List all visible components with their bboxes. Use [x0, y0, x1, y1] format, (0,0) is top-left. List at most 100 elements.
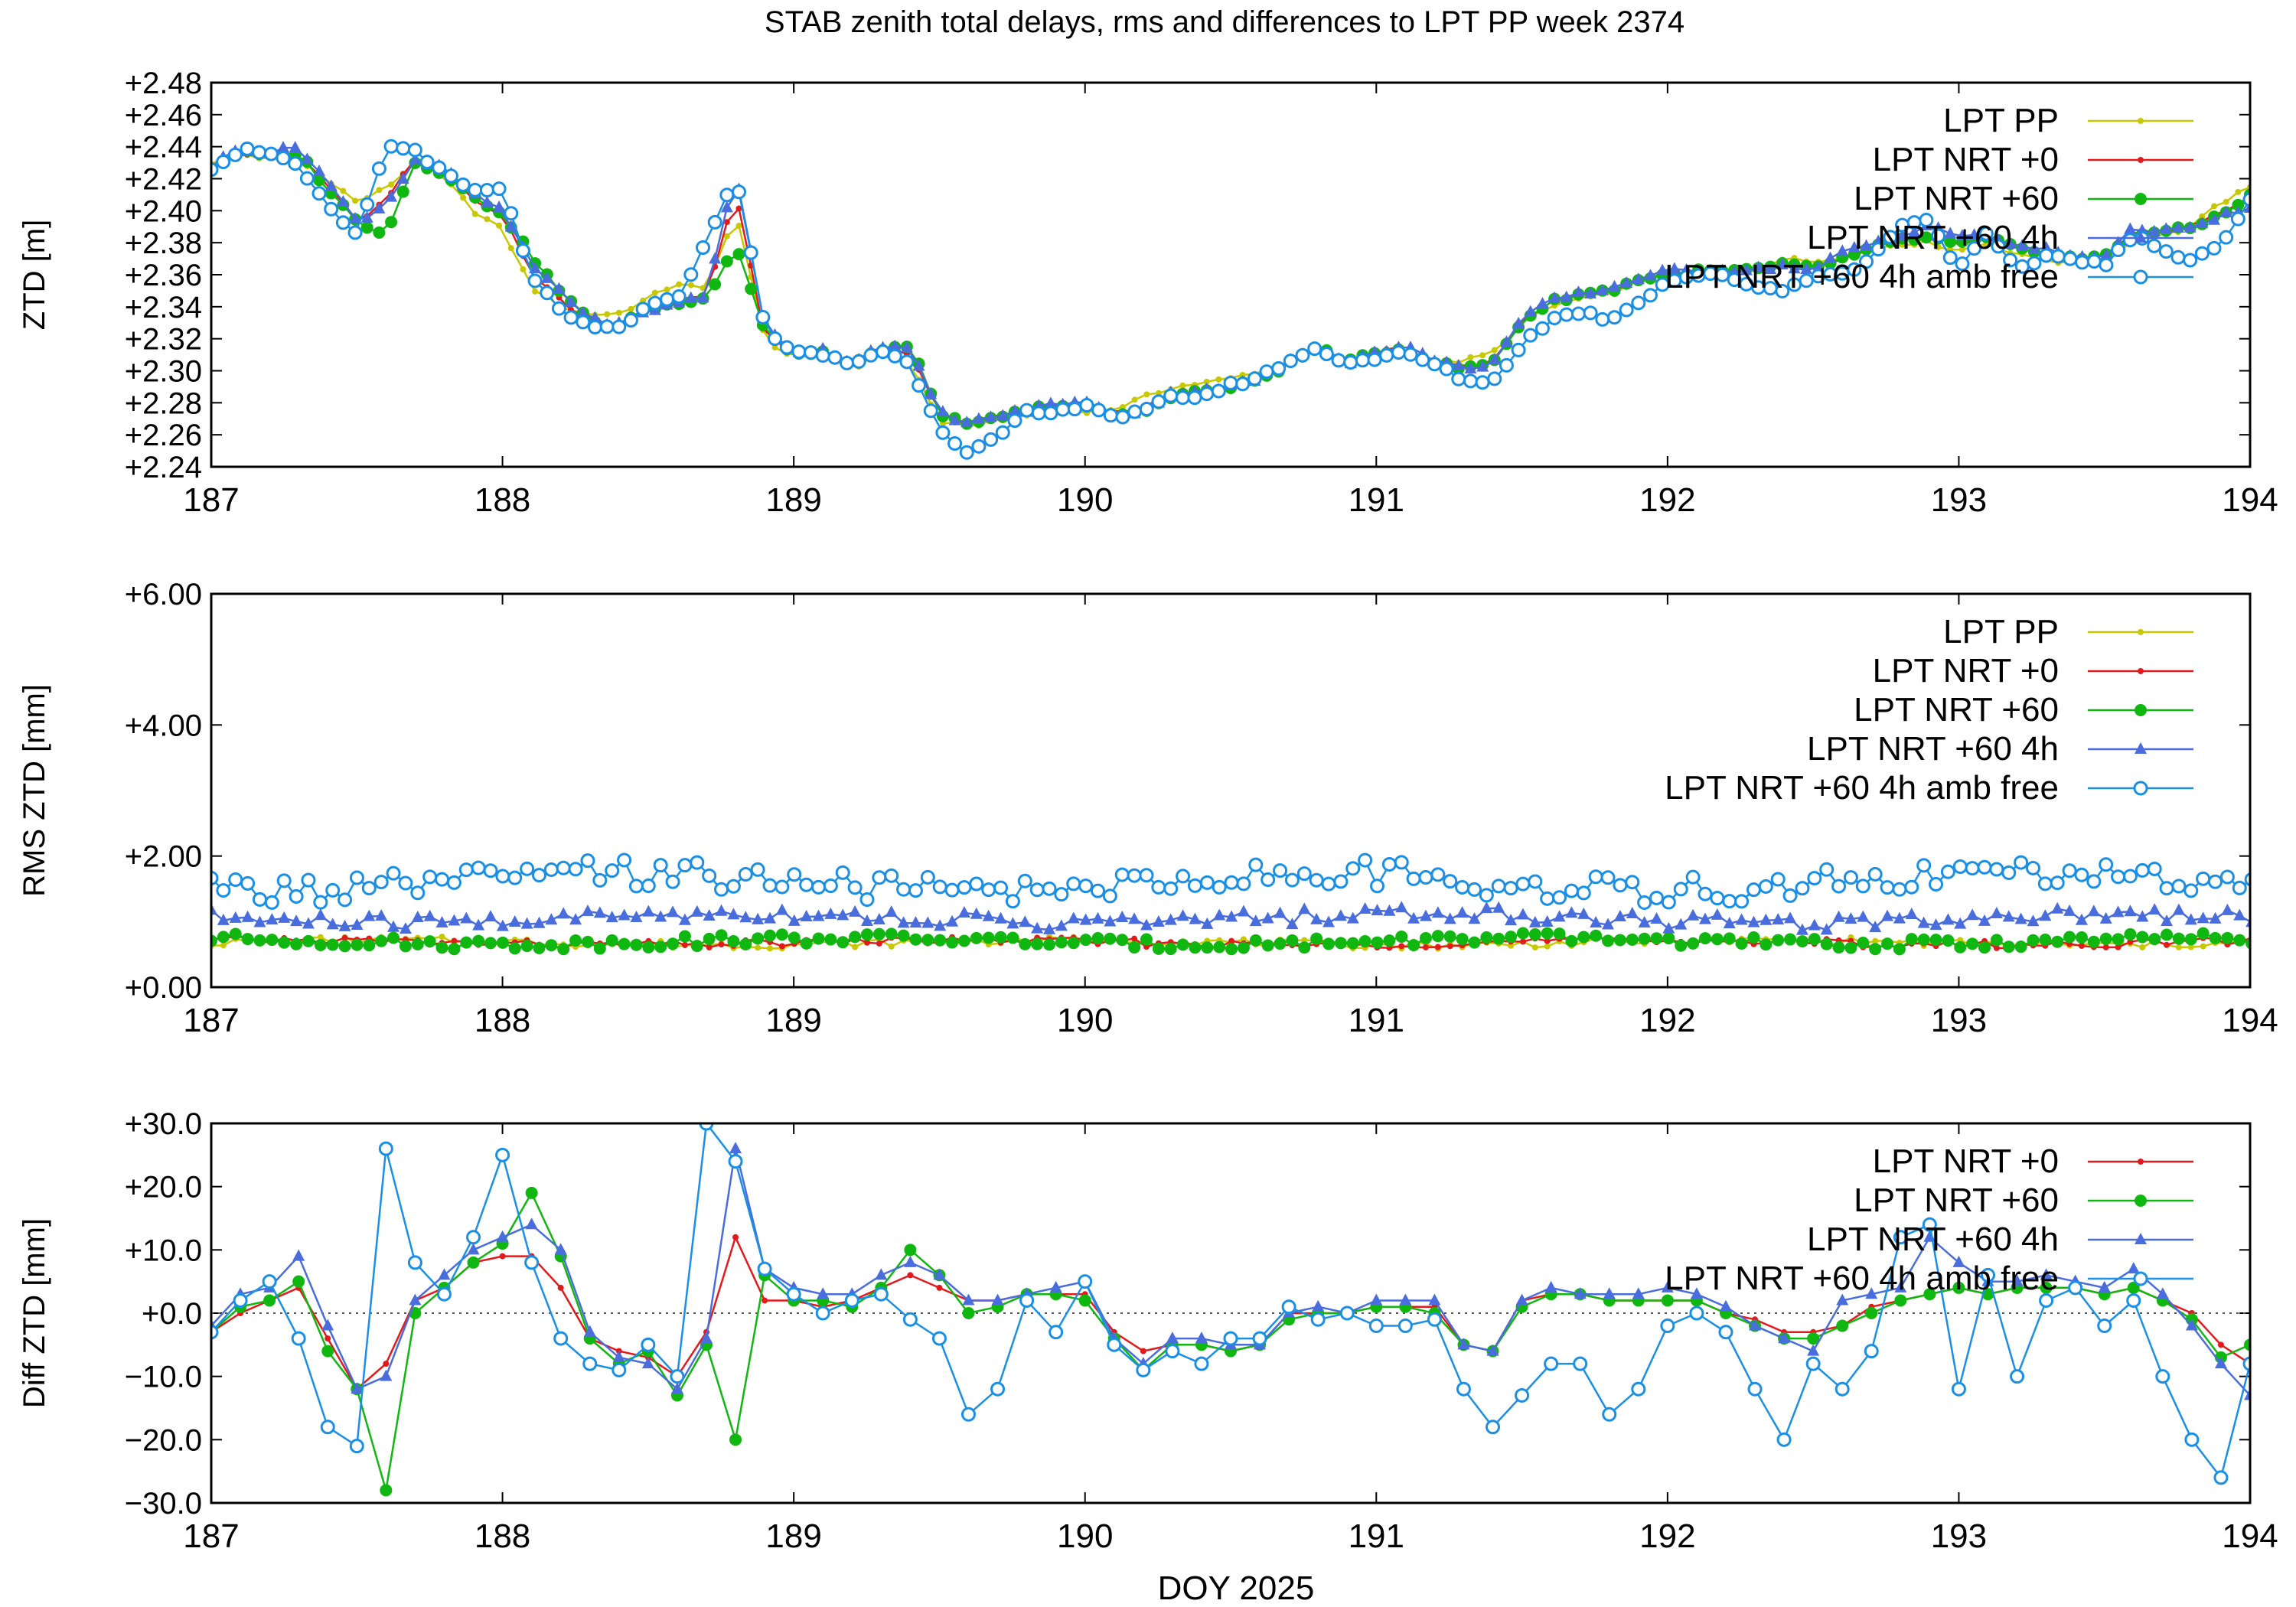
series-lpt-nrt-60-4h-point-142: [1908, 225, 1921, 237]
series-lpt-nrt-60-4h-amb-free-point-57: [1864, 1344, 1879, 1359]
series-lpt-nrt-60-4h-amb-free-point-68: [2184, 1432, 2200, 1447]
series-lpt-nrt-0-point-154: [2078, 943, 2085, 950]
series-lpt-nrt-60-4h-amb-free-point-0: [211, 1325, 219, 1340]
series-lpt-nrt-60-4h-point-115: [1584, 287, 1597, 299]
series-lpt-nrt-60-4h-amb-free-point-156: [2075, 255, 2090, 270]
series-lpt-nrt-60-4h-point-149: [2014, 912, 2027, 924]
series-lpt-nrt-60-4h-point-138: [1860, 239, 1873, 251]
series-lpt-nrt-60-4h-amb-free-point-91: [1295, 347, 1310, 363]
series-lpt-nrt-60-4h-point-63: [960, 416, 974, 428]
series-lpt-nrt-60-4h-point-70: [2244, 1388, 2250, 1400]
series-lpt-nrt-60-4h-amb-free-point-45: [743, 245, 758, 260]
x-tick-label: 193: [1931, 481, 1987, 519]
series-lpt-nrt-60-4h-point-94: [1346, 911, 1359, 924]
series-lpt-nrt-60-4h-amb-free-point-44: [738, 867, 753, 882]
series-lpt-nrt-60-4h-amb-free-point-50: [810, 879, 826, 895]
series-lpt-nrt-60-4h-point-24: [496, 919, 509, 931]
series-lpt-nrt-60-4h-amb-free-point-70: [1043, 406, 1058, 421]
series-lpt-nrt-60-4h-amb-free-point-104: [1466, 882, 1482, 897]
series-lpt-nrt-60-point-44: [732, 248, 745, 261]
series-lpt-nrt-60-point-77: [1140, 933, 1153, 946]
x-tick-label: 187: [183, 481, 239, 519]
series-lpt-nrt-60-4h-amb-free-point-69: [2213, 1470, 2229, 1485]
series-lpt-nrt-60-point-64: [982, 931, 995, 944]
series-lpt-nrt-60-4h-amb-free-point-83: [1212, 879, 1227, 895]
y-tick-label: +2.38: [125, 227, 202, 260]
series-lpt-nrt-60-point-120: [1662, 932, 1675, 945]
series-lpt-nrt-60-4h-amb-free-point-163: [2158, 244, 2174, 259]
series-lpt-nrt-60-4h-point-137: [1848, 240, 1861, 253]
series-lpt-nrt-60-4h-point-106: [1492, 901, 1505, 913]
series-lpt-nrt-60-4h-amb-free-point-5: [264, 895, 279, 910]
series-lpt-nrt-60-4h-amb-free-point-95: [1343, 355, 1358, 370]
y-tick-label: +2.24: [125, 451, 202, 484]
series-lpt-pp-point-164: [2200, 943, 2206, 950]
series-lpt-nrt-60-4h-amb-free-point-23: [479, 182, 494, 197]
series-lpt-nrt-60-4h-amb-free-point-14: [612, 1362, 627, 1377]
series-lpt-pp-point-37: [651, 289, 658, 296]
series-lpt-nrt-60-4h-point-133: [1820, 923, 1833, 935]
series-lpt-nrt-60-point-58: [909, 933, 922, 946]
series-lpt-nrt-60-4h-amb-free-point-23: [873, 1286, 889, 1302]
series-lpt-nrt-60-4h-point-69: [2214, 1357, 2227, 1369]
series-lpt-nrt-60-point-19: [435, 941, 448, 954]
series-lpt-nrt-60-4h-point-12: [349, 212, 362, 224]
series-lpt-nrt-60-4h-amb-free-point-147: [1967, 241, 1982, 256]
series-lpt-nrt-60-point-18: [729, 1433, 742, 1446]
series-lpt-nrt-60-4h-point-41: [1399, 1293, 1412, 1305]
series-lpt-nrt-60-4h-point-46: [764, 911, 777, 924]
x-tick-label: 192: [1639, 1002, 1695, 1039]
series-lpt-nrt-60-4h-amb-free-point-166: [2194, 246, 2210, 261]
series-lpt-nrt-60-4h-point-126: [1735, 913, 1748, 925]
legend-marker-lpt-nrt-60-point-1: [2135, 1195, 2147, 1207]
series-lpt-pp-point-26: [520, 266, 527, 272]
series-lpt-nrt-60-point-160: [2148, 933, 2161, 946]
series-lpt-nrt-60-point-78: [1152, 942, 1165, 955]
series-lpt-nrt-60-4h-point-116: [1596, 283, 1609, 295]
series-lpt-nrt-60-point-9: [313, 174, 326, 187]
series-lpt-nrt-60-4h-point-114: [1590, 916, 1603, 928]
series-lpt-nrt-60-point-129: [1772, 934, 1785, 947]
series-lpt-nrt-60-4h-amb-free-point-41: [695, 240, 710, 256]
series-lpt-nrt-60-4h-amb-free-point-29: [556, 860, 571, 875]
series-lpt-nrt-60-point-79: [1164, 943, 1177, 956]
series-lpt-nrt-60-point-16: [396, 185, 409, 198]
series-lpt-nrt-60-4h-amb-free-point-26: [960, 1407, 976, 1422]
series-lpt-nrt-60-point-100: [1419, 931, 1432, 944]
x-tick-label: 193: [1931, 1517, 1987, 1555]
series-lpt-nrt-0-point-44: [735, 205, 742, 212]
series-lpt-nrt-60-4h-amb-free-point-98: [1394, 855, 1409, 870]
series-lpt-nrt-60-4h-amb-free-point-58: [899, 354, 915, 370]
series-lpt-nrt-60-4h-point-3: [241, 910, 254, 922]
series-lpt-nrt-60-4h-point-7: [409, 1293, 422, 1305]
series-lpt-nrt-60-4h-amb-free-point-2: [227, 147, 243, 162]
series-lpt-nrt-60-4h-point-26: [520, 917, 533, 929]
series-lpt-nrt-60-4h-amb-free-point-170: [2242, 192, 2250, 207]
series-lpt-nrt-60-point-20: [448, 943, 461, 956]
series-lpt-nrt-60-4h-amb-free-point-160: [2147, 861, 2162, 876]
series-lpt-pp-point-105: [1467, 354, 1474, 360]
series-lpt-nrt-60-4h-amb-free-point-146: [1955, 256, 1970, 272]
series-lpt-nrt-60-4h-point-163: [2184, 913, 2197, 925]
series-lpt-nrt-60-4h-point-34: [618, 908, 631, 921]
series-lpt-nrt-60-4h-amb-free-point-161: [2159, 881, 2174, 896]
series-lpt-nrt-60-point-161: [2161, 928, 2174, 941]
series-lpt-nrt-60-4h-amb-free-point-27: [990, 1381, 1006, 1397]
series-lpt-nrt-60-point-9: [314, 938, 327, 951]
series-lpt-nrt-60-point-53: [849, 931, 862, 944]
series-lpt-nrt-60-4h-point-31: [576, 306, 589, 318]
series-lpt-nrt-60-4h-amb-free-point-117: [1625, 875, 1640, 890]
series-lpt-nrt-60-point-69: [1043, 938, 1056, 951]
series-lpt-nrt-60-4h-amb-free-point-108: [1515, 876, 1531, 892]
series-lpt-nrt-60-point-30: [1078, 1294, 1091, 1307]
legend-label-lpt-nrt-60: LPT NRT +60: [1854, 1182, 2059, 1219]
series-lpt-nrt-60-4h-amb-free-point-158: [2099, 257, 2114, 272]
series-lpt-nrt-60-4h-amb-free-point-25: [507, 870, 523, 885]
series-lpt-nrt-60-4h-point-134: [1832, 910, 1845, 922]
series-lpt-nrt-60-4h-point-64: [982, 909, 995, 921]
series-lpt-nrt-60-4h-amb-free-point-64: [2068, 1280, 2083, 1296]
x-tick-label: 189: [765, 1002, 821, 1039]
series-lpt-nrt-60-4h-amb-free-point-29: [551, 301, 566, 316]
series-lpt-nrt-60-point-14: [375, 934, 388, 947]
series-lpt-nrt-60-4h-amb-free-point-39: [1339, 1305, 1355, 1321]
